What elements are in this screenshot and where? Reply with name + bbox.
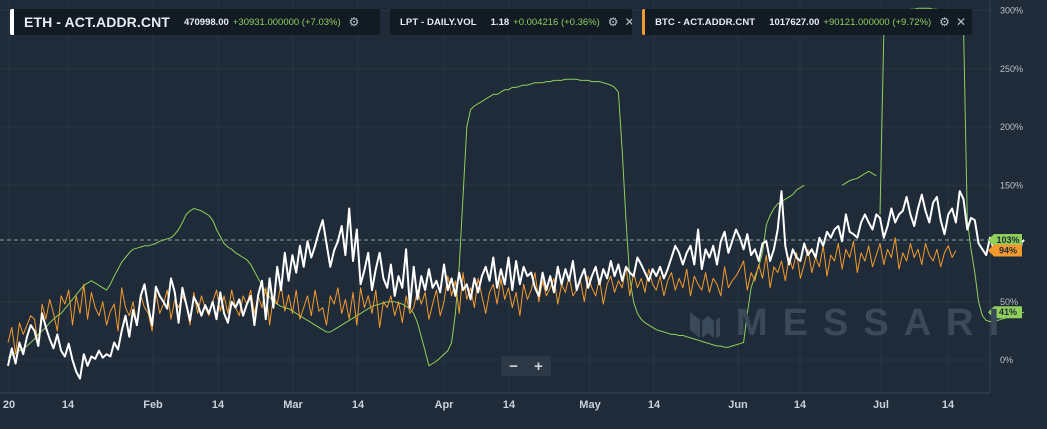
end-label-text: 103% [996, 235, 1019, 245]
x-tick-label: Apr [435, 399, 455, 411]
y-tick-label: 200% [1000, 122, 1023, 132]
y-tick-label: 50% [1000, 297, 1018, 307]
end-label-badge: 103% [988, 234, 1022, 247]
legend-item[interactable]: ETH - ACT.ADDR.CNT 470998.00 +30931.000000… [10, 9, 380, 35]
zoom-controls: − + [501, 356, 551, 376]
y-tick-label: 250% [1000, 64, 1023, 74]
zoom-out-button[interactable]: − [509, 357, 518, 375]
watermark-text: MESSARI [736, 302, 1015, 344]
x-tick-label: 20 [3, 399, 15, 411]
end-label-text: 94% [999, 245, 1017, 255]
series-line-eth [7, 190, 1025, 380]
legend-item[interactable]: BTC - ACT.ADDR.CNT 1017627.00 +90121.00000… [642, 9, 972, 35]
legend-value: 470998.00 [183, 16, 229, 28]
end-label-text: 41% [999, 307, 1017, 317]
x-tick-label: 14 [503, 399, 516, 411]
x-tick-label: Feb [143, 399, 163, 411]
legend-change: +90121.000000 (+9.72%) [823, 16, 932, 28]
y-tick-label: 300% [1000, 6, 1023, 16]
end-label-badge: 94% [988, 244, 1022, 257]
series-line-lpt [7, 78, 805, 367]
legend-swatch [10, 9, 14, 35]
x-tick-label: 14 [62, 399, 75, 411]
legend-swatch [642, 9, 646, 35]
legend-name: BTC - ACT.ADDR.CNT [655, 16, 756, 28]
end-label-badge: 41% [988, 306, 1022, 319]
gear-icon[interactable]: ⚙ [607, 15, 619, 29]
messari-logo-icon [690, 311, 720, 338]
legend-change: +0.004216 (+0.36%) [513, 16, 600, 28]
legend-value: 1017627.00 [769, 16, 820, 28]
x-tick-label: 14 [942, 399, 955, 411]
x-tick-label: 14 [648, 399, 661, 411]
legend-name: LPT - DAILY.VOL [400, 16, 477, 28]
series-line-btc [7, 237, 957, 355]
y-tick-label: 0% [1000, 355, 1013, 365]
series-line-lpt [841, 170, 877, 186]
x-tick-label: 14 [212, 399, 225, 411]
close-icon[interactable]: ✕ [624, 15, 632, 29]
legend-item[interactable]: LPT - DAILY.VOL 1.18 +0.004216 (+0.36%) ⚙ ✕ [390, 9, 632, 35]
close-icon[interactable]: ✕ [955, 15, 966, 29]
gear-icon[interactable]: ⚙ [348, 15, 360, 29]
legend-name: ETH - ACT.ADDR.CNT [24, 14, 170, 30]
y-tick-label: 150% [1000, 180, 1023, 190]
x-tick-label: May [579, 399, 601, 411]
x-tick-label: Jul [873, 399, 889, 411]
x-tick-label: Jun [728, 399, 748, 411]
watermark: MESSARI [688, 302, 1014, 345]
x-tick-label: 14 [352, 399, 365, 411]
gear-icon[interactable]: ⚙ [939, 15, 950, 29]
x-tick-label: 14 [794, 399, 807, 411]
legend-value: 1.18 [490, 16, 510, 28]
zoom-in-button[interactable]: + [534, 357, 543, 375]
x-tick-label: Mar [283, 399, 303, 411]
legend-change: +30931.000000 (+7.03%) [232, 16, 341, 28]
